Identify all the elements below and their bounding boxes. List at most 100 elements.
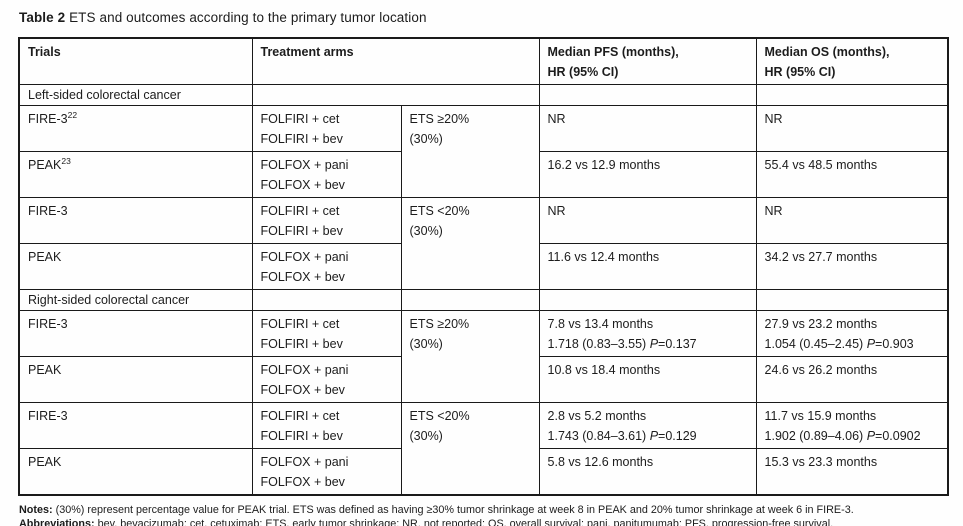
reference-superscript: 23 <box>61 155 71 166</box>
os-value: 34.2 vs 27.7 months <box>764 250 878 264</box>
os-value: 27.9 vs 23.2 months <box>764 317 878 331</box>
os-value: NR <box>764 112 783 126</box>
trial-name: FIRE-3 <box>28 409 68 423</box>
abbreviations-line: Abbreviations: bev, bevacizumab; cet, ce… <box>19 517 963 526</box>
hr-value: 1.054 (0.45–2.45) <box>764 337 867 351</box>
trial-cell: PEAK23 <box>18 151 253 198</box>
ets-threshold: ETS ≥20% <box>409 317 470 331</box>
abbreviations-label: Abbreviations: <box>19 518 95 526</box>
os-cell: 15.3 vs 23.3 months <box>755 448 949 496</box>
empty-cell <box>755 84 949 106</box>
p-symbol: P <box>649 337 659 351</box>
ets-cell: ETS ≥20% (30%) <box>400 310 540 403</box>
abbreviations-text: bev, bevacizumab; cet, cetuximab; ETS, e… <box>94 518 834 526</box>
treatment-arms-cell: FOLFOX + pani FOLFOX + bev <box>251 243 402 290</box>
outcomes-table: Trials Treatment arms Median PFS (months… <box>18 37 950 496</box>
pfs-hr-line: 1.743 (0.84–3.61) P=0.129 <box>548 426 750 446</box>
p-symbol: P <box>649 429 659 443</box>
trial-row-fire3-right-high: FIRE-3 FOLFIRI + cet FOLFIRI + bev ETS ≥… <box>18 310 949 403</box>
trial-row-fire3-right-low: FIRE-3 FOLFIRI + cet FOLFIRI + bev ETS <… <box>18 402 949 496</box>
trial-name: FIRE-3 <box>28 112 68 126</box>
col-header-treatment-arms: Treatment arms <box>251 37 540 85</box>
empty-cell <box>251 289 402 311</box>
ets-percentage: (30%) <box>409 429 443 443</box>
p-symbol: P <box>866 429 876 443</box>
empty-cell <box>538 289 757 311</box>
pfs-cell: 5.8 vs 12.6 months <box>538 448 757 496</box>
trial-cell: FIRE-322 <box>18 105 253 152</box>
pfs-value: 7.8 vs 13.4 months <box>547 317 654 331</box>
p-symbol: P <box>866 337 876 351</box>
arm-line1: FOLFOX + pani <box>260 158 349 172</box>
os-hr-line: 1.902 (0.89–4.06) P=0.0902 <box>765 426 942 446</box>
treatment-arms-cell: FOLFOX + pani FOLFOX + bev <box>251 151 402 198</box>
arm-line1: FOLFIRI + cet <box>260 409 340 423</box>
section-label-right: Right-sided colorectal cancer <box>18 289 253 311</box>
pfs-value: NR <box>547 112 566 126</box>
os-cell: 11.7 vs 15.9 months 1.902 (0.89–4.06) P=… <box>755 402 949 449</box>
ets-percentage: (30%) <box>409 132 443 146</box>
ets-cell: ETS ≥20% (30%) <box>400 105 540 198</box>
ets-threshold: ETS <20% <box>409 204 470 218</box>
pfs-cell: 11.6 vs 12.4 months <box>538 243 757 290</box>
os-value: 55.4 vs 48.5 months <box>764 158 878 172</box>
section-row-right: Right-sided colorectal cancer <box>18 289 949 311</box>
reference-superscript: 22 <box>67 109 78 120</box>
os-cell: NR <box>755 105 949 152</box>
ets-threshold: ETS <20% <box>409 409 470 423</box>
trial-row-fire3-left-low: FIRE-3 FOLFIRI + cet FOLFIRI + bev ETS <… <box>18 197 949 290</box>
pfs-hr-line: 1.718 (0.83–3.55) P=0.137 <box>548 334 750 354</box>
trial-row-peak-right-high: PEAK FOLFOX + pani FOLFOX + bev 10.8 vs … <box>18 356 949 403</box>
os-cell: 55.4 vs 48.5 months <box>755 151 949 198</box>
pfs-cell: NR <box>538 105 757 152</box>
ets-percentage: (30%) <box>409 337 443 351</box>
os-cell: 27.9 vs 23.2 months 1.054 (0.45–2.45) P=… <box>755 310 949 357</box>
empty-cell <box>538 84 757 106</box>
trial-name: PEAK <box>28 363 62 377</box>
os-hr-line: 1.054 (0.45–2.45) P=0.903 <box>765 334 942 354</box>
os-value: 15.3 vs 23.3 months <box>764 455 878 469</box>
hr-value: 1.902 (0.89–4.06) <box>764 429 867 443</box>
col-header-pfs: Median PFS (months), HR (95% CI) <box>538 37 757 85</box>
trial-row-peak-right-low: PEAK FOLFOX + pani FOLFOX + bev 5.8 vs 1… <box>18 448 949 496</box>
os-cell: 34.2 vs 27.7 months <box>755 243 949 290</box>
p-value: =0.0902 <box>875 429 921 443</box>
treatment-arms-cell: FOLFIRI + cet FOLFIRI + bev <box>251 197 402 244</box>
ets-cell: ETS <20% (30%) <box>400 402 540 496</box>
treatment-arms-cell: FOLFOX + pani FOLFOX + bev <box>251 448 402 496</box>
trial-row-fire3-left-high: FIRE-322 FOLFIRI + cet FOLFIRI + bev ETS… <box>18 105 949 198</box>
section-label-left: Left-sided colorectal cancer <box>18 84 253 106</box>
trial-cell: PEAK <box>18 448 253 496</box>
os-cell: NR <box>755 197 949 244</box>
pfs-value: NR <box>547 204 566 218</box>
arm-line1: FOLFOX + pani <box>260 363 349 377</box>
table-footnotes: Notes: (30%) represent percentage value … <box>19 503 963 526</box>
os-value: 11.7 vs 15.9 months <box>764 409 877 423</box>
col-header-trials: Trials <box>18 37 253 85</box>
trial-name: PEAK <box>28 455 62 469</box>
arm-line2: FOLFOX + bev <box>260 475 345 489</box>
header-row: Trials Treatment arms Median PFS (months… <box>18 37 949 85</box>
pfs-header-line2: HR (95% CI) <box>547 65 619 79</box>
pfs-value: 11.6 vs 12.4 months <box>547 250 660 264</box>
arm-line2: FOLFIRI + bev <box>260 132 343 146</box>
table-caption: ETS and outcomes according to the primar… <box>65 10 427 25</box>
arm-line1: FOLFIRI + cet <box>260 112 340 126</box>
p-value: =0.129 <box>658 429 697 443</box>
notes-text: (30%) represent percentage value for PEA… <box>52 504 854 516</box>
treatment-arms-cell: FOLFOX + pani FOLFOX + bev <box>251 356 402 403</box>
pfs-value: 10.8 vs 18.4 months <box>547 363 661 377</box>
trial-cell: FIRE-3 <box>18 197 253 244</box>
trial-cell: FIRE-3 <box>18 402 253 449</box>
pfs-value: 5.8 vs 12.6 months <box>547 455 654 469</box>
arm-line1: FOLFOX + pani <box>260 250 349 264</box>
pfs-cell: 2.8 vs 5.2 months 1.743 (0.84–3.61) P=0.… <box>538 402 757 449</box>
paper-page: Table 2 ETS and outcomes according to th… <box>0 10 963 526</box>
pfs-cell: 16.2 vs 12.9 months <box>538 151 757 198</box>
pfs-cell: NR <box>538 197 757 244</box>
empty-cell <box>755 289 949 311</box>
ets-cell: ETS <20% (30%) <box>400 197 540 290</box>
trial-cell: PEAK <box>18 356 253 403</box>
p-value: =0.903 <box>875 337 914 351</box>
arm-line2: FOLFIRI + bev <box>260 224 343 238</box>
